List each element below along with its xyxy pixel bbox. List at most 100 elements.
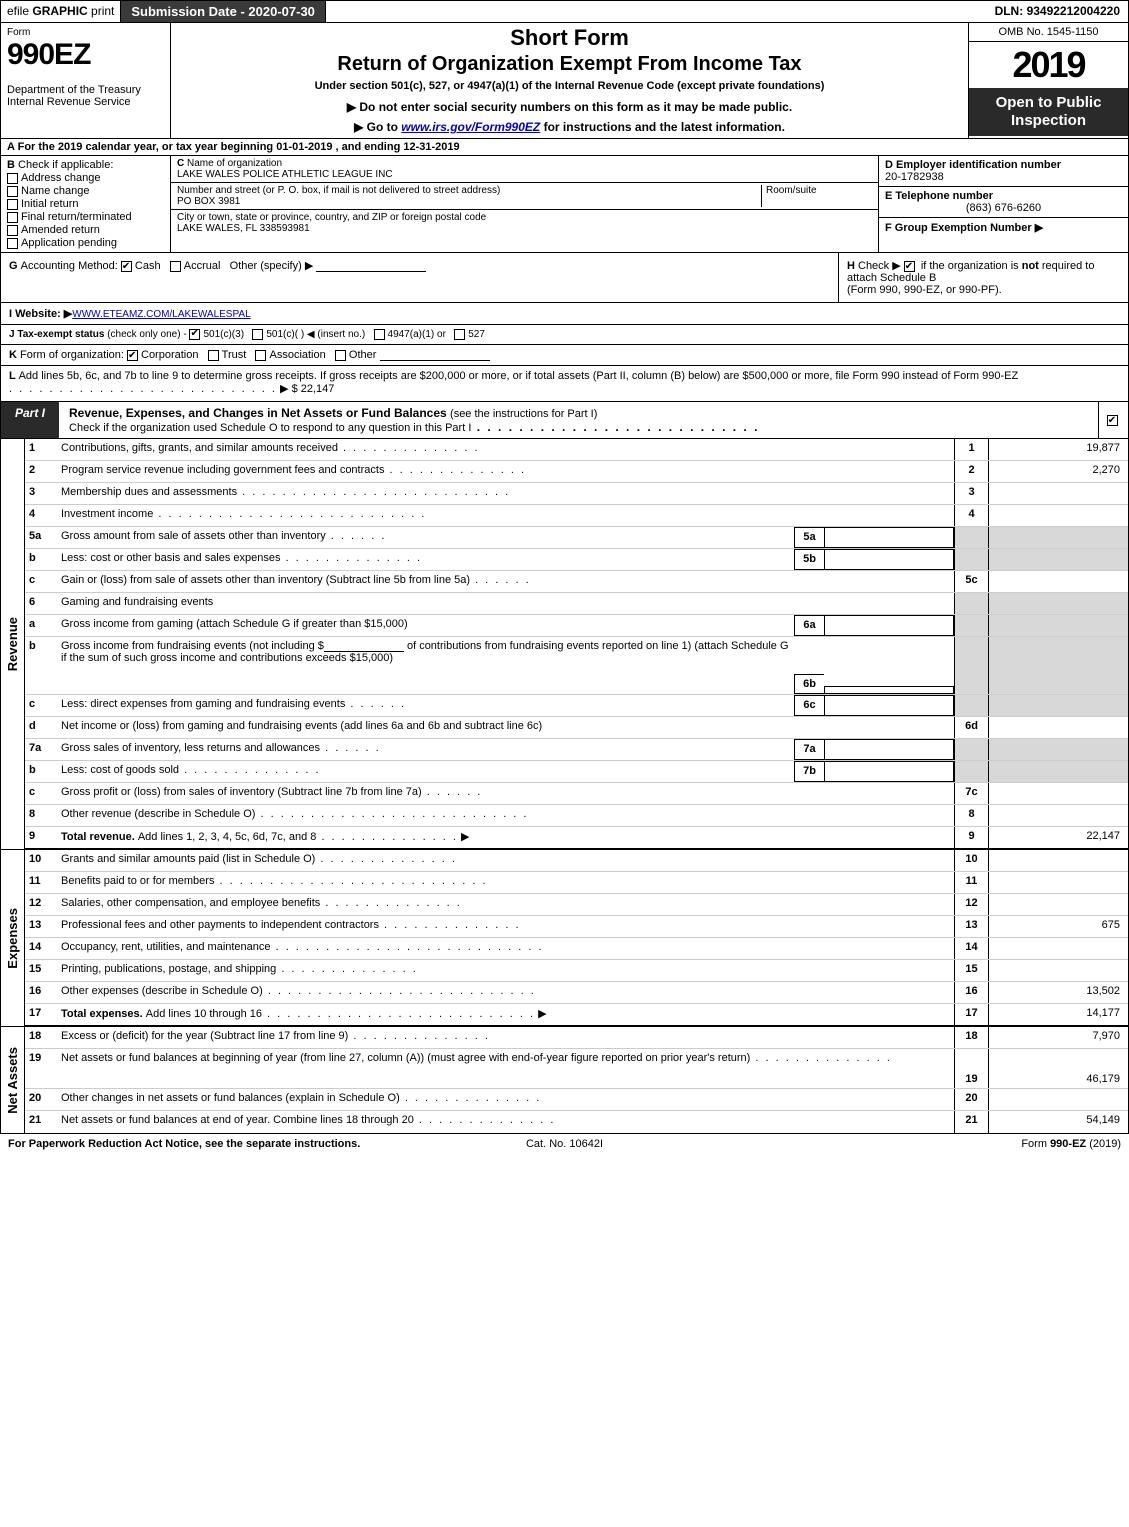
checkbox-amended[interactable] — [7, 225, 18, 236]
dots — [326, 530, 387, 542]
expenses-lines: 10 Grants and similar amounts paid (list … — [25, 850, 1128, 1026]
checkbox-other-org[interactable] — [335, 350, 346, 361]
l7c-lbl: Gross profit or (loss) from sales of inv… — [61, 786, 422, 798]
line-3: 3Membership dues and assessments3 — [25, 483, 1128, 505]
l6a-shade — [954, 615, 988, 636]
return-title: Return of Organization Exempt From Incom… — [179, 53, 960, 76]
checkbox-527[interactable] — [454, 329, 465, 340]
l6b-input[interactable] — [324, 640, 404, 652]
l5c-val — [988, 571, 1128, 592]
checkbox-name-change[interactable] — [7, 186, 18, 197]
l7b-num: b — [25, 761, 59, 782]
revenue-grid: Revenue 1Contributions, gifts, grants, a… — [0, 439, 1129, 850]
checkbox-501c[interactable] — [252, 329, 263, 340]
checkbox-4947[interactable] — [374, 329, 385, 340]
efile-print[interactable]: print — [91, 4, 114, 18]
l6c-lbl: Less: direct expenses from gaming and fu… — [61, 698, 345, 710]
l11-num: 11 — [25, 872, 59, 893]
po-value: PO BOX 3981 — [177, 196, 240, 207]
h-lbl: H — [847, 260, 858, 272]
line-12: 12Salaries, other compensation, and empl… — [25, 894, 1128, 916]
short-form-title: Short Form — [179, 25, 960, 51]
l8-num: 8 — [25, 805, 59, 826]
checkbox-trust[interactable] — [208, 350, 219, 361]
section-g: G Accounting Method: Cash Accrual Other … — [1, 253, 838, 302]
l13-val: 675 — [988, 916, 1128, 937]
checkbox-501c3[interactable] — [189, 329, 200, 340]
l7a-mval — [824, 739, 954, 760]
revenue-lines: 1Contributions, gifts, grants, and simil… — [25, 439, 1128, 849]
l18-val: 7,970 — [988, 1027, 1128, 1048]
dots — [153, 508, 426, 520]
d-lbl: D Employer identification number — [885, 159, 1061, 171]
checkbox-h[interactable] — [904, 261, 915, 272]
part-i-title: Revenue, Expenses, and Changes in Net As… — [59, 402, 1098, 438]
final-lbl: Final return/terminated — [21, 211, 132, 223]
checkbox-addr-change[interactable] — [7, 173, 18, 184]
l6a-mini: 6a — [794, 615, 824, 636]
l11-val — [988, 872, 1128, 893]
l21-colnum: 21 — [954, 1111, 988, 1133]
line-6: 6Gaming and fundraising events — [25, 593, 1128, 615]
i-lbl: I Website: ▶ — [9, 308, 72, 320]
l5b-mini: 5b — [794, 549, 824, 570]
l18-colnum: 18 — [954, 1027, 988, 1048]
l21-val: 54,149 — [988, 1111, 1128, 1133]
l10-colnum: 10 — [954, 850, 988, 871]
expenses-sidebar: Expenses — [1, 850, 25, 1026]
dots — [320, 897, 462, 909]
checkbox-assoc[interactable] — [255, 350, 266, 361]
l6b-num: b — [25, 637, 59, 694]
l-lbl: L — [9, 370, 19, 382]
website-link[interactable]: WWW.ETEAMZ.COM/LAKEWALESPAL — [72, 309, 250, 320]
line-7c: cGross profit or (loss) from sales of in… — [25, 783, 1128, 805]
l4-num: 4 — [25, 505, 59, 526]
l7c-num: c — [25, 783, 59, 804]
accrual-lbl: Accrual — [184, 260, 221, 272]
section-ghij: G Accounting Method: Cash Accrual Other … — [0, 253, 1129, 345]
l11-lbl: Benefits paid to or for members — [61, 875, 214, 887]
other-org-input[interactable] — [380, 349, 490, 361]
checkbox-corp[interactable] — [127, 350, 138, 361]
l5a-mini: 5a — [794, 527, 824, 548]
header-left: Form 990EZ Department of the Treasury In… — [1, 23, 171, 138]
section-def: D Employer identification number 20-1782… — [878, 156, 1128, 252]
ein-value: 20-1782938 — [885, 171, 944, 183]
l9-lbl-b: Total revenue. — [61, 831, 138, 843]
l3-val — [988, 483, 1128, 504]
other-specify-input[interactable] — [316, 260, 426, 272]
e-lbl: E Telephone number — [885, 190, 993, 202]
c-addr-left: Number and street (or P. O. box, if mail… — [177, 185, 762, 207]
l-text: Add lines 5b, 6c, and 7b to line 9 to de… — [19, 370, 1019, 382]
checkbox-cash[interactable] — [121, 261, 132, 272]
line-17: 17Total expenses. Add lines 10 through 1… — [25, 1004, 1128, 1026]
spacer — [326, 1, 987, 22]
checkbox-accrual[interactable] — [170, 261, 181, 272]
checkbox-app-pending[interactable] — [7, 238, 18, 249]
expenses-sidebar-text: Expenses — [5, 908, 20, 969]
header-right: OMB No. 1545-1150 2019 Open to Public In… — [968, 23, 1128, 138]
l6-shade — [954, 593, 988, 614]
l11-colnum: 11 — [954, 872, 988, 893]
arrow-icon: ▶ — [354, 120, 367, 134]
netassets-grid: Net Assets 18Excess or (deficit) for the… — [0, 1027, 1129, 1134]
efile-label: efile GRAPHIC print — [1, 1, 120, 22]
l16-val: 13,502 — [988, 982, 1128, 1003]
l21-num: 21 — [25, 1111, 59, 1133]
irs-link[interactable]: www.irs.gov/Form990EZ — [401, 120, 540, 134]
l10-lbl: Grants and similar amounts paid (list in… — [61, 853, 315, 865]
checkbox-initial[interactable] — [7, 199, 18, 210]
l6a-mval — [824, 615, 954, 636]
line-5b: bLess: cost or other basis and sales exp… — [25, 549, 1128, 571]
checkbox-part-i[interactable] — [1107, 415, 1118, 426]
checkbox-final[interactable] — [7, 212, 18, 223]
dots — [471, 420, 759, 434]
l6c-num: c — [25, 695, 59, 716]
open-public: Open to Public Inspection — [969, 88, 1128, 136]
section-i: I Website: ▶WWW.ETEAMZ.COM/LAKEWALESPAL — [1, 302, 1128, 324]
dots — [281, 552, 423, 564]
line-19: 19Net assets or fund balances at beginni… — [25, 1049, 1128, 1089]
l6a-shade-val — [988, 615, 1128, 636]
l17-lbl-b: Total expenses. — [61, 1008, 146, 1020]
j-4947: 4947(a)(1) or — [388, 329, 446, 340]
